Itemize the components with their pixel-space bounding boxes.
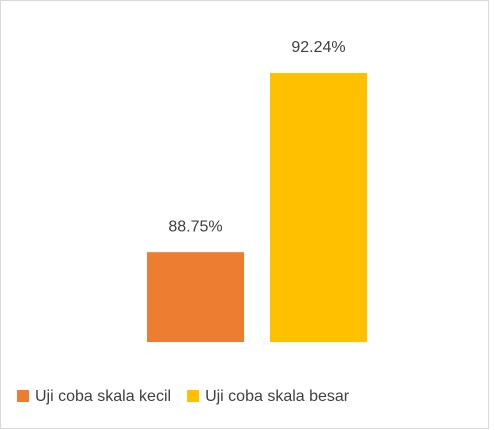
- legend-swatch: [17, 390, 29, 402]
- legend-label: Uji coba skala besar: [205, 388, 350, 405]
- bar: [147, 252, 244, 342]
- data-label: 92.24%: [291, 39, 345, 56]
- bar: [270, 73, 367, 342]
- legend-swatch: [187, 390, 200, 402]
- legend-label: Uji coba skala kecil: [35, 388, 171, 405]
- data-label: 88.75%: [168, 218, 222, 235]
